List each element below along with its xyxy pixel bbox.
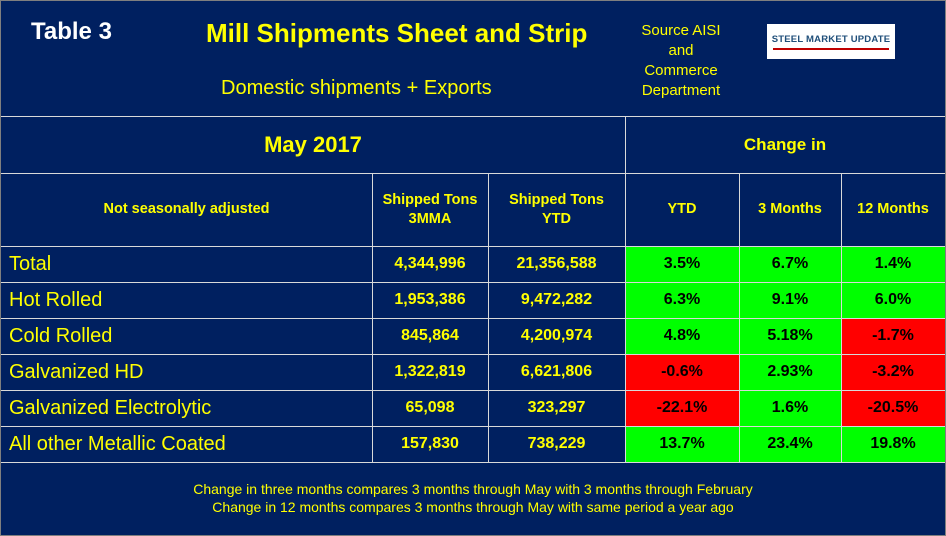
change-cell-fill: [625, 390, 739, 426]
change-3-months-value: 6.7%: [771, 255, 809, 272]
grid-line: [1, 426, 945, 427]
row-label: All other Metallic Coated: [9, 432, 226, 455]
steel-market-update-logo: STEEL MARKET UPDATE: [767, 24, 895, 59]
source-line: and: [668, 42, 694, 59]
change-cell-fill: [739, 246, 841, 282]
tons-ytd-value: 323,297: [527, 399, 586, 416]
row-label: Galvanized HD: [9, 360, 144, 383]
logo-accent-bar: [773, 48, 889, 50]
tons-ytd-value: 4,200,974: [520, 327, 593, 344]
change-cell-fill: [841, 282, 945, 318]
change-cell-fill: [739, 282, 841, 318]
change-12-months-value: -1.7%: [872, 327, 914, 344]
change-3-months-value: 9.1%: [771, 291, 809, 308]
table-label: Table 3: [31, 18, 112, 45]
grid-line: [1, 246, 945, 247]
change-12-months-value: -20.5%: [867, 399, 919, 416]
tons-ytd-value: 21,356,588: [516, 255, 597, 272]
change-12-months-value: 1.4%: [874, 255, 912, 272]
grid-line: [1, 282, 945, 283]
tons-3mma-value: 845,864: [401, 327, 459, 344]
tons-ytd-value: 6,621,806: [520, 363, 593, 380]
change-3-months-value: 1.6%: [771, 399, 809, 416]
tons-3mma-value: 4,344,996: [394, 255, 466, 272]
row-label: Total: [9, 252, 52, 275]
grid-line: [1, 173, 945, 174]
change-12-months-value: 19.8%: [870, 435, 916, 452]
change-ytd-value: 6.3%: [663, 291, 701, 308]
change-in-header: Change in: [743, 134, 827, 154]
grid-line: [625, 116, 626, 462]
col-header-ytd-line: YTD: [542, 210, 571, 227]
change-cell-fill: [739, 318, 841, 354]
tons-3mma-value: 65,098: [405, 399, 455, 416]
footnote-line: Change in 12 months compares 3 months th…: [212, 499, 734, 515]
change-ytd-value: 4.8%: [663, 327, 701, 344]
col-header-change-ytd: YTD: [667, 201, 697, 217]
grid-line: [1, 462, 945, 463]
row-label: Cold Rolled: [9, 324, 113, 347]
source-line: Department: [641, 82, 721, 99]
change-cell-fill: [841, 390, 945, 426]
change-12-months-value: 6.0%: [874, 291, 912, 308]
change-3-months-value: 23.4%: [767, 435, 813, 452]
tons-ytd-value: 738,229: [527, 435, 586, 452]
grid-line: [488, 173, 489, 462]
tons-3mma-value: 1,953,386: [394, 291, 466, 308]
grid-line: [1, 318, 945, 319]
change-cell-fill: [739, 354, 841, 390]
change-12-months-value: -3.2%: [872, 363, 914, 380]
change-cell-fill: [625, 318, 739, 354]
grid-line: [1, 354, 945, 355]
tons-ytd-value: 9,472,282: [520, 291, 593, 308]
change-3-months-value: 5.18%: [767, 327, 813, 344]
grid-line: [841, 173, 842, 462]
change-ytd-value: 13.7%: [659, 435, 705, 452]
col-header-3mma-line: 3MMA: [408, 210, 452, 227]
source-line: Source AISI: [641, 22, 721, 39]
period-label: May 2017: [264, 131, 362, 157]
row-label: Hot Rolled: [9, 288, 103, 311]
change-ytd-value: 3.5%: [663, 255, 701, 272]
change-ytd-value: -22.1%: [656, 399, 708, 416]
source-line: Commerce: [644, 62, 718, 79]
change-cell-fill: [739, 426, 841, 462]
grid-line: [1, 390, 945, 391]
col-header-ytd-line: Shipped Tons: [509, 191, 604, 208]
row-label: Galvanized Electrolytic: [9, 396, 212, 419]
change-cell-fill: [625, 246, 739, 282]
change-ytd-value: -0.6%: [661, 363, 703, 380]
grid-line: [1, 116, 945, 117]
change-cell-fill: [841, 354, 945, 390]
tons-3mma-value: 157,830: [401, 435, 459, 452]
col-header-3mma-line: Shipped Tons: [382, 191, 478, 208]
chart-subtitle: Domestic shipments + Exports: [221, 77, 492, 99]
change-3-months-value: 2.93%: [767, 363, 813, 380]
change-cell-fill: [841, 426, 945, 462]
tons-3mma-value: 1,322,819: [394, 363, 466, 380]
change-cell-fill: [841, 246, 945, 282]
grid-line: [372, 173, 373, 462]
col-header-change-12-months: 12 Months: [857, 201, 929, 217]
col-header-3mma: Shipped Tons 3MMA: [372, 173, 488, 246]
chart-title: Mill Shipments Sheet and Strip: [206, 18, 588, 48]
footnote: Change in three months compares 3 months…: [1, 480, 945, 516]
change-cell-fill: [739, 390, 841, 426]
change-cell-fill: [625, 282, 739, 318]
footnote-line: Change in three months compares 3 months…: [193, 481, 753, 497]
source-note: Source AISI and Commerce Department: [621, 21, 741, 101]
col-header-ytd: Shipped Tons YTD: [488, 173, 625, 246]
col-header-change-3-months: 3 Months: [758, 201, 822, 217]
change-cell-fill: [625, 426, 739, 462]
change-cell-fill: [625, 354, 739, 390]
grid-line: [739, 173, 740, 462]
change-cell-fill: [841, 318, 945, 354]
logo-text: STEEL MARKET UPDATE: [771, 34, 891, 45]
row-header-label: Not seasonally adjusted: [103, 201, 270, 217]
